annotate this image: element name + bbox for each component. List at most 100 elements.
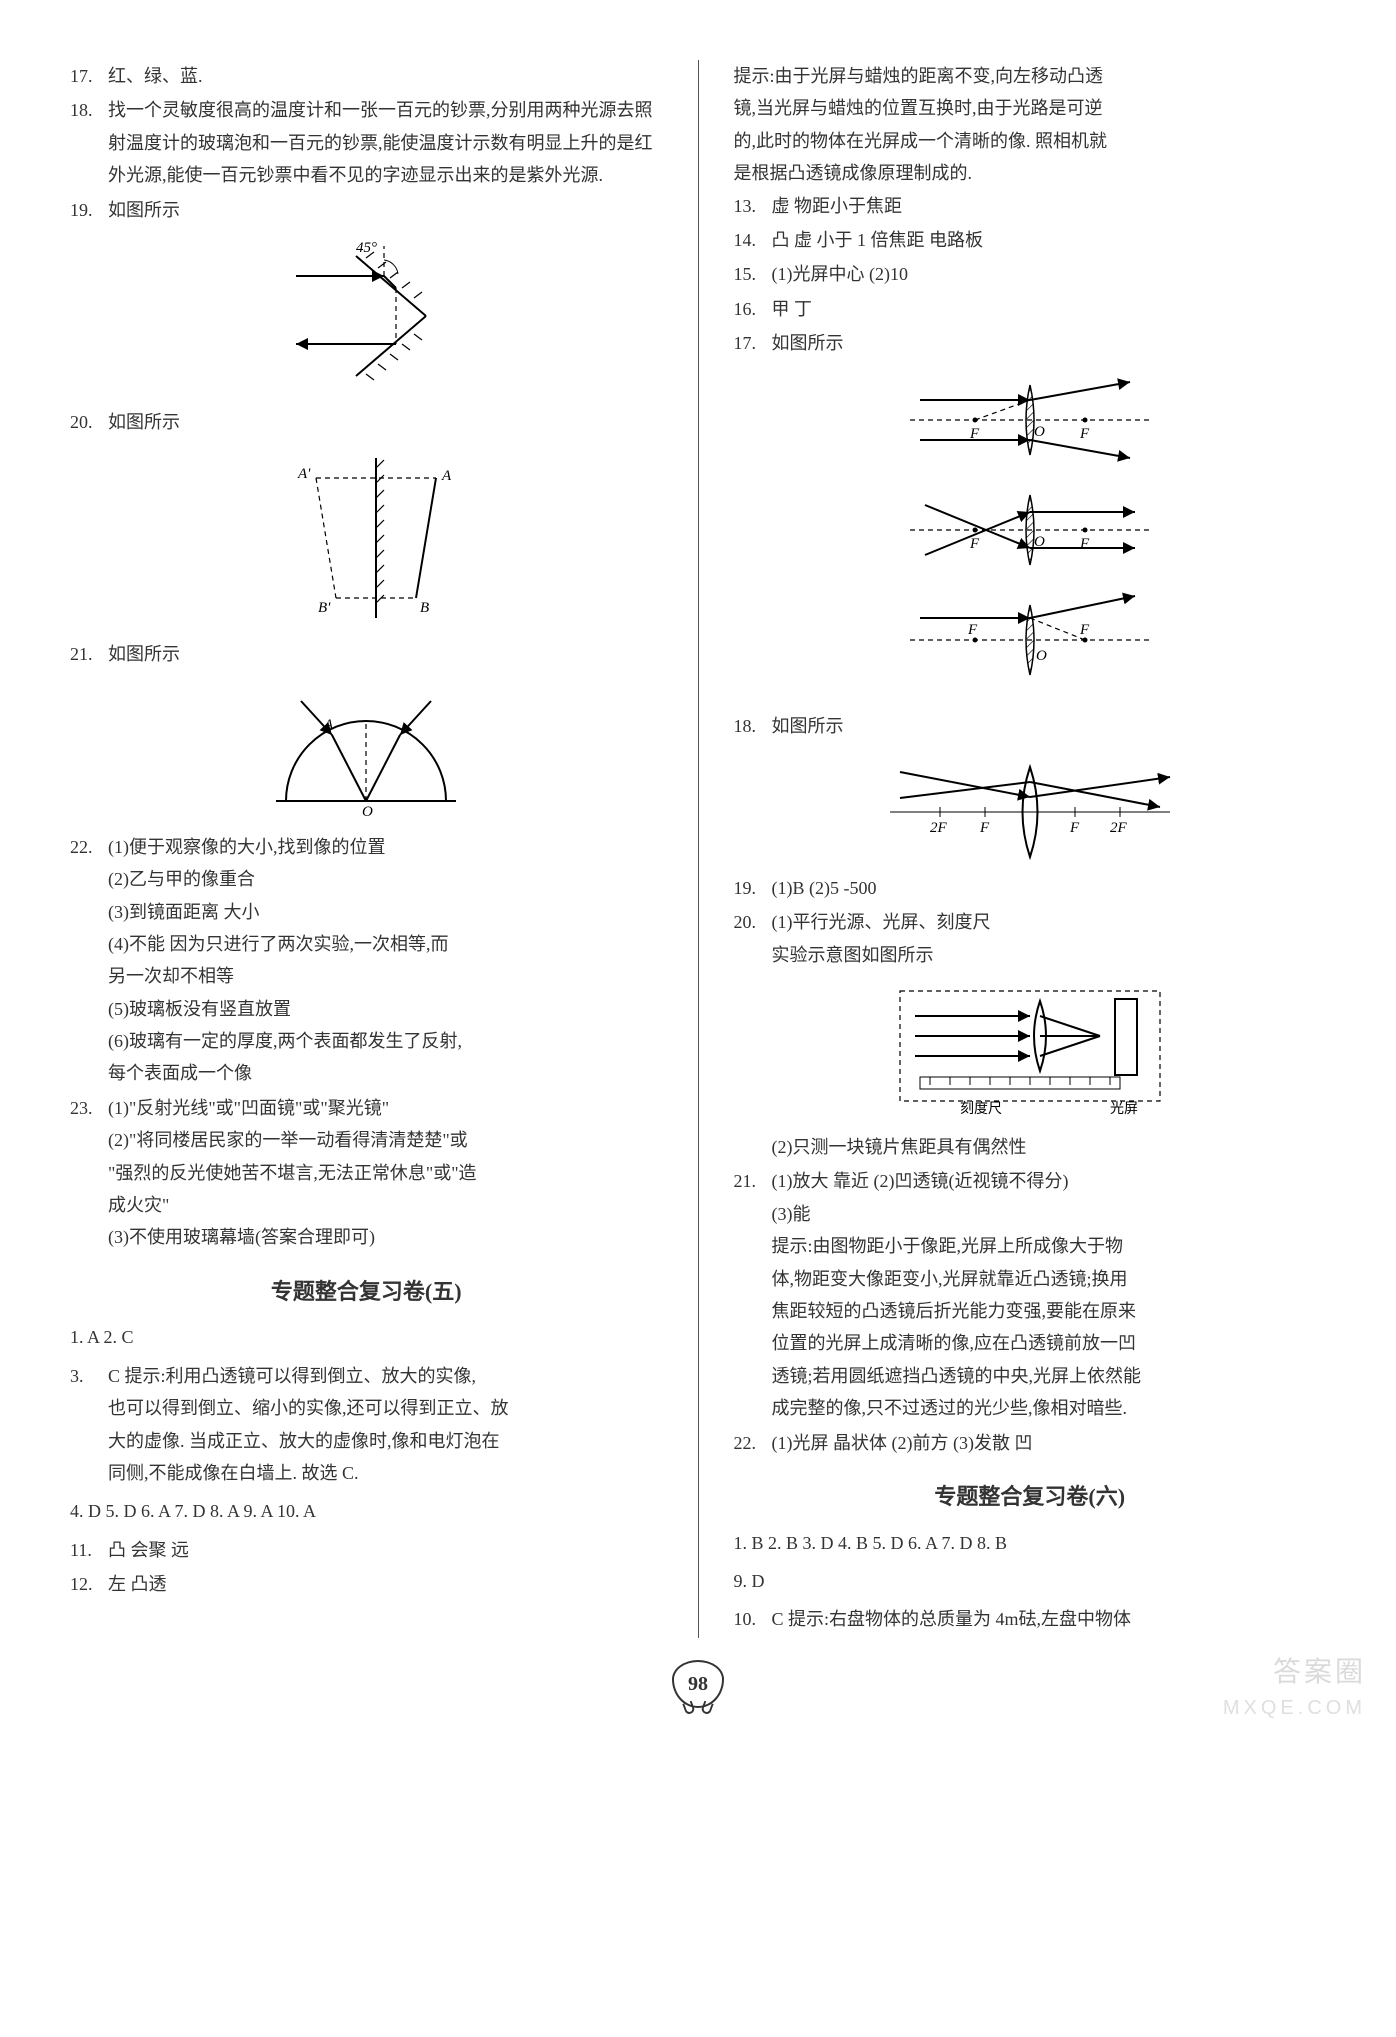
answer-9: 9. D (734, 1565, 1327, 1597)
a3-l2: 也可以得到倒立、缩小的实像,还可以得到正立、放 (108, 1392, 663, 1424)
item-number: 13. (734, 190, 772, 222)
tip-l4: 是根据凸透镜成像原理制成的. (734, 157, 1327, 189)
q23-3: (3)不使用玻璃幕墙(答案合理即可) (108, 1221, 663, 1253)
q21: 21. 如图所示 (70, 638, 663, 670)
r-q21-5: 焦距较短的凸透镜后折光能力变强,要能在原来 (772, 1295, 1327, 1327)
left-column: 17. 红、绿、蓝. 18. 找一个灵敏度很高的温度计和一张一百元的钞票,分别用… (70, 60, 663, 1638)
q20: 20. 如图所示 (70, 406, 663, 438)
2F-label: 2F (1110, 820, 1128, 836)
page-number: 98 (672, 1660, 724, 1708)
item-number: 17. (734, 327, 772, 359)
item-text: C 提示:右盘物体的总质量为 4m砝,左盘中物体 (772, 1603, 1327, 1635)
label-Ap: A' (297, 466, 311, 482)
r-q20-figure: 刻度尺 光屏 (734, 981, 1327, 1121)
r-q21-6: 位置的光屏上成清晰的像,应在凸透镜前放一凹 (772, 1327, 1327, 1359)
r-q21-1: (1)放大 靠近 (2)凹透镜(近视镜不得分) (772, 1165, 1327, 1197)
a3: 3. C 提示:利用凸透镜可以得到倒立、放大的实像, 也可以得到倒立、缩小的实像… (70, 1360, 663, 1490)
r-q20: 20. (1)平行光源、光屏、刻度尺 实验示意图如图所示 (734, 906, 1327, 971)
2F-label: 2F (930, 820, 948, 836)
item-text: 虚 物距小于焦距 (772, 190, 1327, 222)
item-number: 22. (70, 831, 108, 863)
item-number: 18. (734, 710, 772, 742)
item-number: 3. (70, 1360, 108, 1392)
item-number: 18. (70, 94, 108, 126)
F-label: F (979, 820, 990, 836)
q22-1: (1)便于观察像的大小,找到像的位置 (108, 831, 663, 863)
label-B: B (420, 600, 429, 616)
item-text: 如图所示 (108, 638, 663, 670)
item-body: (1)便于观察像的大小,找到像的位置 (2)乙与甲的像重合 (3)到镜面距离 大… (108, 831, 663, 1090)
r-q17-figure: F F O F F O (734, 370, 1327, 700)
item-number: 10. (734, 1603, 772, 1635)
item-text: 如图所示 (108, 194, 663, 226)
section-title-5: 专题整合复习卷(五) (70, 1272, 663, 1312)
answers-1-2: 1. A 2. C (70, 1321, 663, 1353)
item-number: 19. (734, 872, 772, 904)
item-number: 16. (734, 293, 772, 325)
tip-block: 提示:由于光屏与蜡烛的距离不变,向左移动凸透 镜,当光屏与蜡烛的位置互换时,由于… (734, 60, 1327, 190)
r-a10: 10. C 提示:右盘物体的总质量为 4m砝,左盘中物体 (734, 1603, 1327, 1635)
q17: 17. 红、绿、蓝. (70, 60, 663, 92)
r-q21-4: 体,物距变大像距变小,光屏就靠近凸透镜;换用 (772, 1263, 1327, 1295)
item-text: 凸 会聚 远 (108, 1534, 663, 1566)
q22-4b: 另一次却不相等 (108, 960, 663, 992)
tip-l3: 的,此时的物体在光屏成一个清晰的像. 照相机就 (734, 125, 1327, 157)
column-divider (698, 60, 699, 1638)
item-text: 如图所示 (772, 327, 1327, 359)
q18: 18. 找一个灵敏度很高的温度计和一张一百元的钞票,分别用两种光源去照射温度计的… (70, 94, 663, 191)
item-number: 14. (734, 224, 772, 256)
label-A: A (441, 468, 452, 484)
F-label: F (969, 536, 980, 552)
item-text: 如图所示 (108, 406, 663, 438)
item-number: 11. (70, 1534, 108, 1566)
two-column-layout: 17. 红、绿、蓝. 18. 找一个灵敏度很高的温度计和一张一百元的钞票,分别用… (70, 60, 1326, 1638)
ruler-label: 刻度尺 (960, 1101, 1002, 1117)
q22-4a: (4)不能 因为只进行了两次实验,一次相等,而 (108, 928, 663, 960)
item-body: (1)"反射光线"或"凹面镜"或"聚光镜" (2)"将同楼居民家的一举一动看得清… (108, 1092, 663, 1254)
answers-1-8: 1. B 2. B 3. D 4. B 5. D 6. A 7. D 8. B (734, 1527, 1327, 1559)
q20-figure: A B A' B' (70, 448, 663, 628)
q23-2c: 成火灾" (108, 1189, 663, 1221)
r-q13: 13. 虚 物距小于焦距 (734, 190, 1327, 222)
item-text: 找一个灵敏度很高的温度计和一张一百元的钞票,分别用两种光源去照射温度计的玻璃泡和… (108, 94, 663, 191)
answers-4-10: 4. D 5. D 6. A 7. D 8. A 9. A 10. A (70, 1495, 663, 1527)
r-q21-2: (3)能 (772, 1198, 1327, 1230)
q23-1: (1)"反射光线"或"凹面镜"或"聚光镜" (108, 1092, 663, 1124)
tip-l1: 提示:由于光屏与蜡烛的距离不变,向左移动凸透 (734, 60, 1327, 92)
item-number: 15. (734, 258, 772, 290)
screen-label: 光屏 (1110, 1101, 1138, 1117)
item-text: 甲 丁 (772, 293, 1327, 325)
r-q18: 18. 如图所示 (734, 710, 1327, 742)
r-q19: 19. (1)B (2)5 -500 (734, 872, 1327, 904)
section-title-6: 专题整合复习卷(六) (734, 1477, 1327, 1517)
item-text: 凸 虚 小于 1 倍焦距 电路板 (772, 224, 1327, 256)
r-q21: 21. (1)放大 靠近 (2)凹透镜(近视镜不得分) (3)能 提示:由图物距… (734, 1165, 1327, 1424)
q19: 19. 如图所示 (70, 194, 663, 226)
q21-figure: O A (70, 681, 663, 821)
item-body: (1)平行光源、光屏、刻度尺 实验示意图如图所示 (772, 906, 1327, 971)
item-number: 21. (734, 1165, 772, 1197)
a3-l3: 大的虚像. 当成正立、放大的虚像时,像和电灯泡在 (108, 1425, 663, 1457)
F-label: F (1079, 622, 1090, 638)
q22-2: (2)乙与甲的像重合 (108, 863, 663, 895)
r-q20-3: (2)只测一块镜片焦距具有偶然性 (772, 1131, 1027, 1163)
O-label: O (1036, 648, 1047, 664)
r-q21-3: 提示:由图物距小于像距,光屏上所成像大于物 (772, 1230, 1327, 1262)
watermark-2: MXQE.COM (1223, 1690, 1366, 1726)
label-Bp: B' (318, 600, 331, 616)
r-q15: 15. (1)光屏中心 (2)10 (734, 258, 1327, 290)
q22-6b: 每个表面成一个像 (108, 1057, 663, 1089)
a12: 12. 左 凸透 (70, 1568, 663, 1600)
item-text: 左 凸透 (108, 1568, 663, 1600)
item-number: 19. (70, 194, 108, 226)
q23-2a: (2)"将同楼居民家的一举一动看得清清楚楚"或 (108, 1124, 663, 1156)
q23-2b: "强烈的反光使她苦不堪言,无法正常休息"或"造 (108, 1157, 663, 1189)
item-text: (1)光屏中心 (2)10 (772, 258, 1327, 290)
F-label: F (967, 622, 978, 638)
a11: 11. 凸 会聚 远 (70, 1534, 663, 1566)
item-number: 20. (70, 406, 108, 438)
item-number: 17. (70, 60, 108, 92)
item-body: (1)放大 靠近 (2)凹透镜(近视镜不得分) (3)能 提示:由图物距小于像距… (772, 1165, 1327, 1424)
O-label: O (1034, 424, 1045, 440)
item-text: (1)光屏 晶状体 (2)前方 (3)发散 凹 (772, 1427, 1327, 1459)
